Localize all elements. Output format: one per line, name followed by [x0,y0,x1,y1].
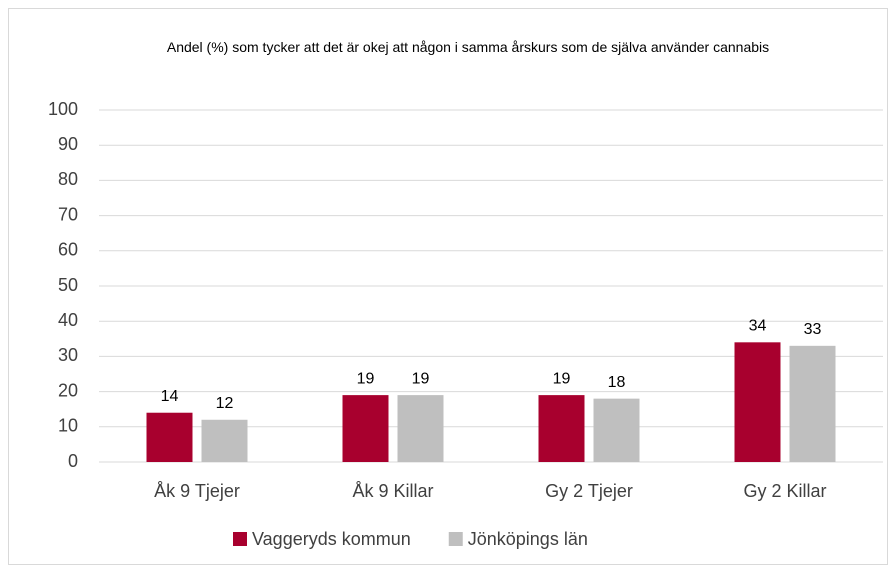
data-label: 33 [804,321,822,338]
x-tick-label: Gy 2 Killar [743,481,826,501]
data-label: 34 [749,318,767,335]
legend-label: Vaggeryds kommun [252,529,411,549]
x-tick-label: Åk 9 Tjejer [154,481,240,501]
y-tick-label: 80 [58,169,78,189]
y-tick-label: 70 [58,204,78,224]
y-tick-label: 20 [58,380,78,400]
data-label: 18 [608,374,626,391]
y-tick-label: 60 [58,240,78,260]
y-tick-label: 30 [58,345,78,365]
chart-title: Andel (%) som tycker att det är okej att… [166,39,770,55]
y-tick-label: 40 [58,310,78,330]
bar [146,412,193,462]
legend-swatch [233,532,247,546]
x-tick-label: Åk 9 Killar [352,481,433,501]
y-tick-label: 10 [58,416,78,436]
data-label: 19 [412,370,430,387]
chart-border [8,8,888,565]
y-tick-label: 90 [58,134,78,154]
legend-swatch [448,532,463,546]
bar [593,398,640,462]
data-label: 19 [357,370,375,387]
data-label: 19 [553,370,571,387]
y-tick-label: 0 [68,451,78,471]
data-label: 12 [216,395,234,412]
bar [397,395,444,462]
data-label: 14 [161,388,179,405]
bar [342,395,389,462]
bar [789,345,836,462]
y-tick-label: 100 [48,99,78,119]
y-tick-label: 50 [58,275,78,295]
bar [201,419,248,462]
x-tick-label: Gy 2 Tjejer [545,481,633,501]
legend-label: Jönköpings län [468,529,588,549]
bar [538,395,585,462]
bar [734,342,781,462]
